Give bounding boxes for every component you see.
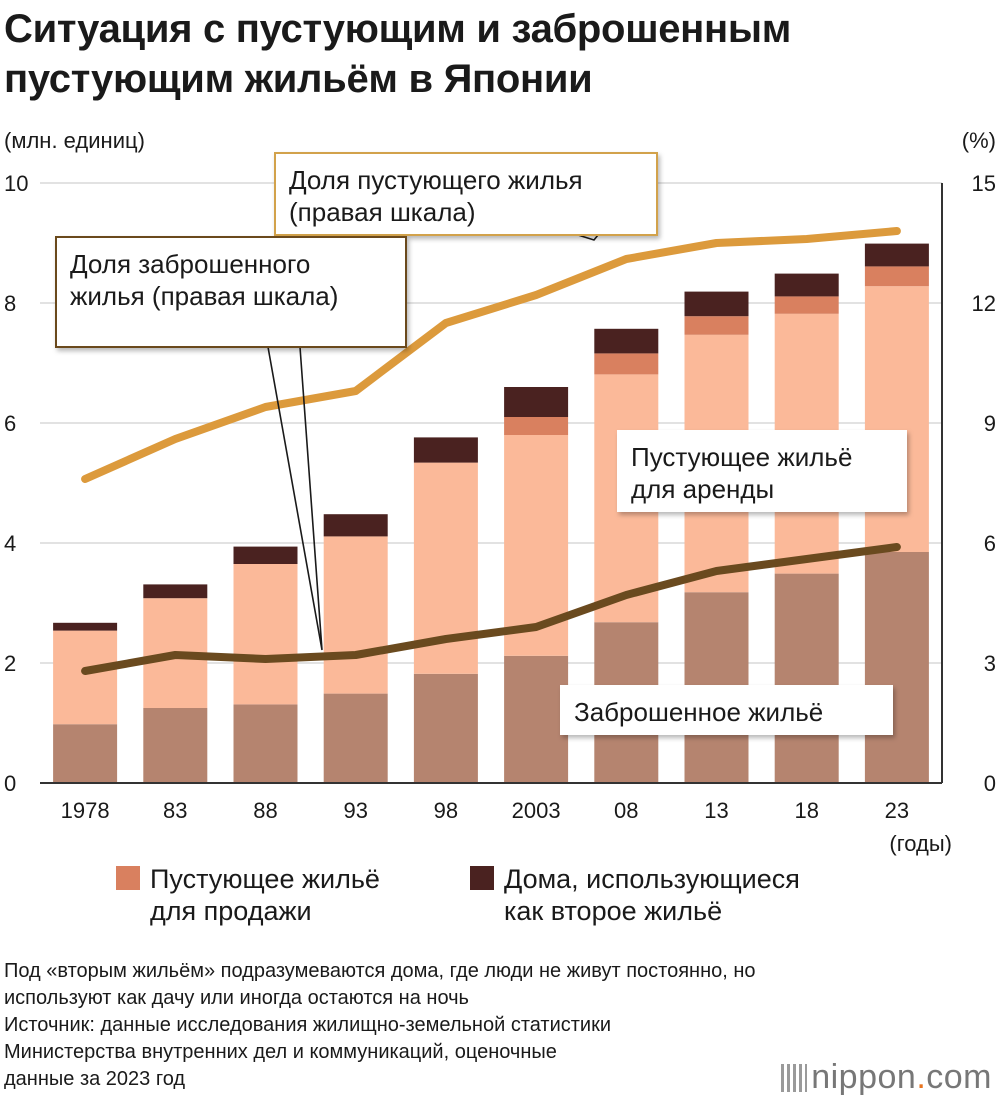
logo-dot: . [916, 1058, 927, 1096]
source-line: данные за 2023 год [4, 1068, 186, 1090]
right-tick-label: 9 [984, 411, 996, 436]
callout-abandoned: Заброшенное жильё [560, 685, 893, 735]
bar-segment-abandoned [504, 655, 569, 783]
line-vacancy_rate [81, 227, 901, 483]
callout-vacancy_rate: Доля пустующего жилья(правая шкала) [274, 152, 658, 241]
legend-label-sale: Пустующее жильё [150, 864, 380, 894]
nippon-logo: nippon.com [781, 1058, 992, 1097]
x-tick-label: 1978 [61, 798, 110, 823]
callout-text-vacancy_rate: Доля пустующего жилья [289, 165, 583, 195]
right-tick-label: 6 [984, 531, 996, 556]
x-axis-unit-label: (годы) [889, 831, 952, 856]
source-line: Источник: данные исследования жилищно-зе… [4, 1014, 612, 1036]
bar-segment-abandoned [774, 573, 839, 783]
bar-segment-rental [864, 286, 929, 552]
x-tick-label: 23 [885, 798, 909, 823]
left-tick-label: 0 [4, 771, 16, 796]
left-tick-label: 6 [4, 411, 16, 436]
x-tick-label: 83 [163, 798, 187, 823]
callout-text-vacancy_rate: (правая шкала) [289, 197, 476, 227]
bar-segment-rental [53, 630, 118, 725]
callout-text-rental: Пустующее жильё [631, 442, 852, 472]
bar-segment-second [323, 514, 388, 537]
left-axis-label: (млн. единиц) [4, 128, 145, 153]
bar-segment-second [594, 328, 659, 354]
left-tick-label: 8 [4, 291, 16, 316]
x-tick-label: 98 [434, 798, 458, 823]
bar-segment-rental [233, 564, 298, 705]
chart-title-line-2: пустующим жильём в Японии [4, 57, 593, 101]
legend-label-second: Дома, использующиеся [504, 864, 800, 894]
bar-segment-sale [594, 353, 659, 375]
bar-segment-second [233, 546, 298, 564]
left-tick-label: 2 [4, 651, 16, 676]
bar-segment-second [504, 387, 569, 417]
x-tick-label: 88 [253, 798, 277, 823]
bar-segment-abandoned [143, 708, 208, 783]
callout-pointer-vacancy_rate [577, 234, 599, 241]
bar-segment-second [413, 437, 478, 463]
bar-segment-second [143, 584, 208, 599]
source-line: Министерства внутренних дел и коммуникац… [4, 1041, 557, 1063]
bar-segment-sale [504, 417, 569, 435]
legend-label-sale: для продажи [150, 896, 312, 926]
callout-box-abandoned [560, 685, 893, 735]
bar-segment-abandoned [233, 704, 298, 783]
bar-segment-second [53, 622, 118, 631]
chart-title: Ситуация с пустующим и заброшенным пусту… [4, 4, 994, 104]
legend-label-second: как второе жильё [504, 896, 722, 926]
bar-segment-second [774, 273, 839, 297]
logo-main: nippon [811, 1058, 917, 1096]
x-tick-label: 2003 [512, 798, 561, 823]
bar-segment-sale [864, 266, 929, 287]
bar-segment-rental [323, 536, 388, 694]
x-tick-label: 93 [343, 798, 367, 823]
bar-segment-second [684, 291, 749, 317]
x-tick-label: 13 [704, 798, 728, 823]
bar-segment-sale [684, 316, 749, 335]
x-tick-label: 18 [794, 798, 818, 823]
callout-text-rental: для аренды [631, 474, 774, 504]
right-axis-label: (%) [962, 128, 996, 153]
right-tick-label: 15 [972, 171, 996, 196]
left-tick-label: 10 [4, 171, 28, 196]
legend-swatch-sale [116, 866, 140, 890]
bar-segment-abandoned [323, 693, 388, 783]
callout-text-abandoned_rate: жилья (правая шкала) [70, 281, 338, 311]
logo-mark-icon [781, 1064, 808, 1092]
logo-suffix: com [926, 1058, 992, 1096]
chart: 0 2 4 6 8 10 0 3 6 9 12 15 (млн. единиц) (%) 1978 83 88 9… [4, 128, 996, 926]
callout-pointer-abandoned_rate [267, 346, 323, 651]
chart-title-line-1: Ситуация с пустующим и заброшенным [4, 7, 792, 51]
footnote-line: используют как дачу или иногда остаются … [4, 987, 469, 1009]
callout-text-abandoned_rate: Доля заброшенного [70, 249, 310, 279]
bar-segment-abandoned [413, 673, 478, 783]
callout-box-abandoned_rate [55, 236, 407, 348]
footnote-line: Под «вторым жильём» подразумеваются дома… [4, 960, 756, 982]
bar-segment-abandoned [864, 552, 929, 783]
bar-segment-abandoned [53, 724, 118, 783]
bar-segment-second [864, 243, 929, 267]
callout-box-vacancy_rate [274, 152, 658, 236]
right-tick-label: 3 [984, 651, 996, 676]
x-tick-label: 08 [614, 798, 638, 823]
left-tick-label: 4 [4, 531, 16, 556]
bar-segment-sale [774, 296, 839, 314]
right-tick-label: 0 [984, 771, 996, 796]
callout-text-abandoned: Заброшенное жильё [574, 697, 823, 727]
legend-swatch-second [470, 866, 494, 890]
right-tick-label: 12 [972, 291, 996, 316]
line-abandoned_rate [81, 543, 901, 675]
callout-box-rental [617, 430, 907, 512]
footnotes: Под «вторым жильём» подразумеваются дома… [4, 958, 964, 1093]
